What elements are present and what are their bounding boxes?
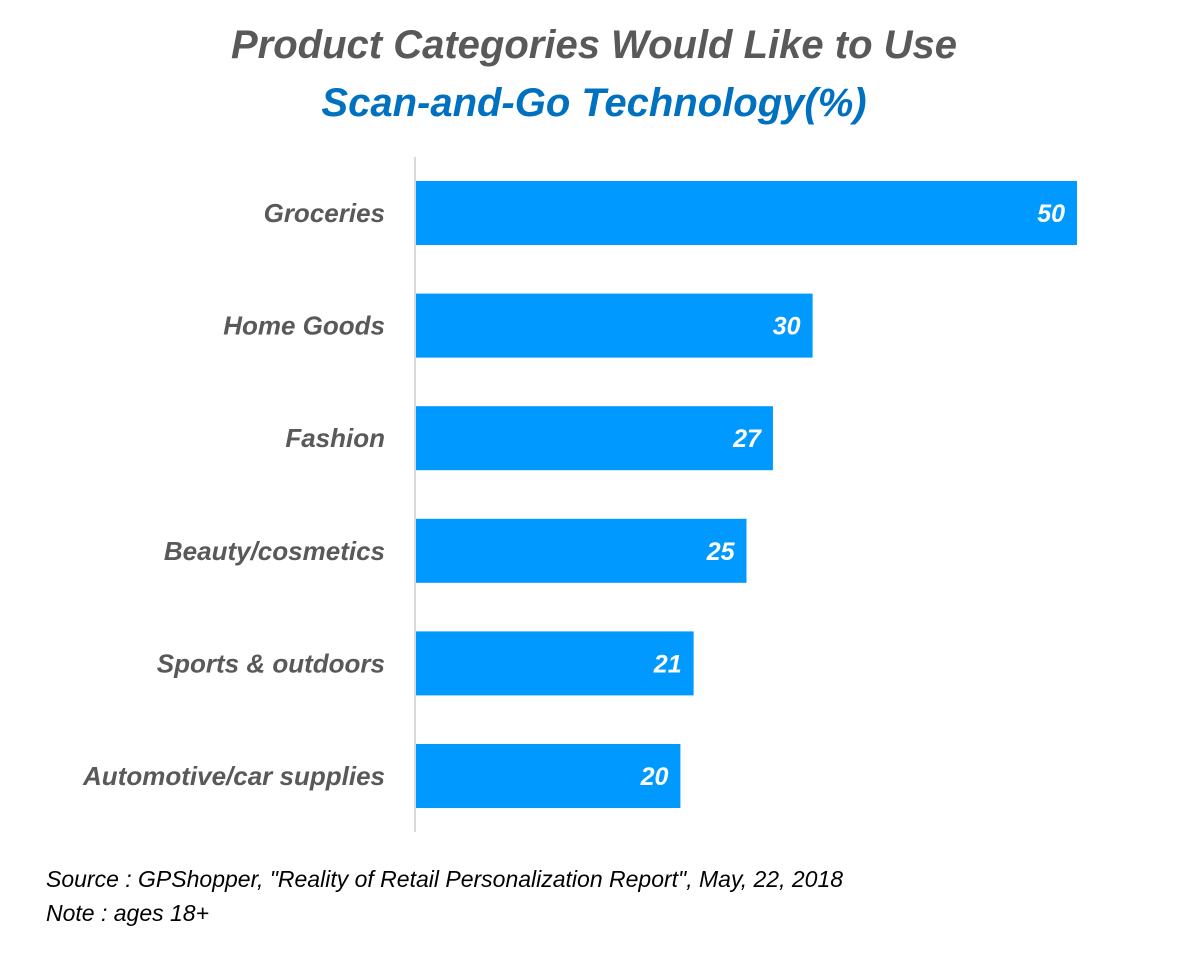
value-label-sports-outdoors: 21 — [653, 650, 682, 678]
value-label-automotive-car-supplies: 20 — [640, 763, 669, 791]
chart-title-line2: Scan-and-Go Technology(%) — [321, 81, 867, 125]
category-label-groceries: Groceries — [264, 198, 385, 228]
bar-fashion — [416, 406, 773, 471]
bar-beauty-cosmetics — [416, 518, 747, 583]
value-label-home-goods: 30 — [773, 313, 801, 341]
bar-automotive-car-supplies — [416, 744, 681, 808]
category-label-beauty-cosmetics: Beauty/cosmetics — [164, 536, 385, 566]
bar-sports-outdoors — [416, 631, 694, 696]
chart-title-line1: Product Categories Would Like to Use — [230, 23, 958, 67]
value-label-beauty-cosmetics: 25 — [706, 538, 736, 566]
bar-groceries — [416, 181, 1077, 245]
category-label-home-goods: Home Goods — [223, 311, 385, 341]
ages-note: Note : ages 18+ — [46, 900, 210, 926]
category-label-automotive-car-supplies: Automotive/car supplies — [82, 761, 385, 791]
source-note: Source : GPShopper, "Reality of Retail P… — [46, 866, 844, 892]
value-label-groceries: 50 — [1037, 200, 1065, 228]
bar-chart: Groceries 50 Home Goods 30 Fashion 27 Beauty/c… — [82, 157, 1077, 832]
value-label-fashion: 27 — [732, 425, 762, 453]
bar-home-goods — [416, 293, 813, 358]
category-label-fashion: Fashion — [285, 423, 385, 453]
bar-series: Groceries 50 Home Goods 30 Fashion 27 Beauty/c… — [82, 181, 1077, 808]
category-label-sports-outdoors: Sports & outdoors — [157, 648, 385, 678]
